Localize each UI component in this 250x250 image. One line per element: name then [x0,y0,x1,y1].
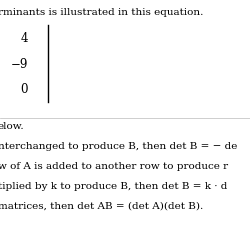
Text: w of A is added to another row to produce r: w of A is added to another row to produc… [0,162,228,171]
Text: tiplied by k to produce B, then det B = k · d: tiplied by k to produce B, then det B = … [0,182,228,191]
Text: elow.: elow. [0,122,24,131]
Text: matrices, then det AB = (det A)(det B).: matrices, then det AB = (det A)(det B). [0,202,203,211]
Text: rminants is illustrated in this equation.: rminants is illustrated in this equation… [0,8,204,17]
Text: 4: 4 [20,32,28,45]
Text: 0: 0 [20,83,28,96]
Text: −9: −9 [10,58,28,71]
Text: nterchanged to produce B, then det B = − de: nterchanged to produce B, then det B = −… [0,142,238,151]
